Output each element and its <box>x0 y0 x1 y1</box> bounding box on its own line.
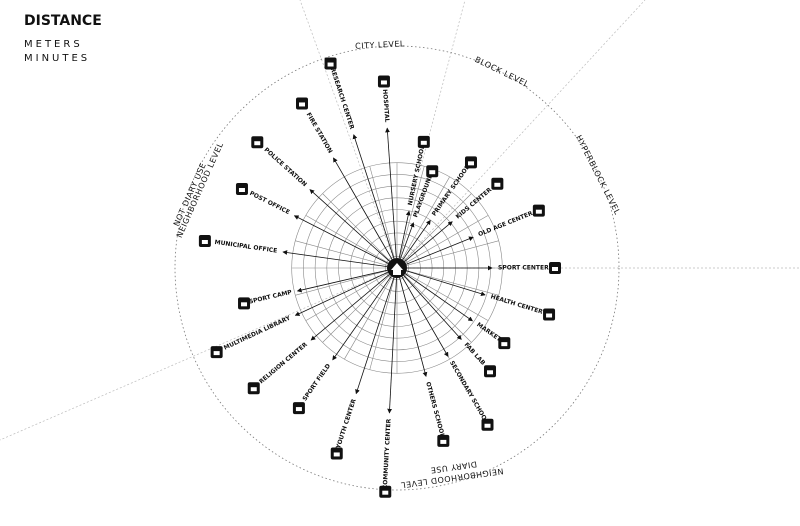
spoke-arrow <box>399 277 428 377</box>
spoke-arrow <box>387 277 397 414</box>
facility-icon-detail <box>487 370 494 375</box>
grid-ray <box>369 166 398 269</box>
spoke-arrow <box>294 271 389 316</box>
facility-icon-detail <box>299 102 305 107</box>
facility-icon-detail <box>201 240 208 245</box>
facility-label: RESEARCH CENTER <box>329 67 356 131</box>
facility-label: YOUTH CENTER <box>335 398 358 451</box>
facility-icon-detail <box>254 141 261 146</box>
title: DISTANCE <box>24 13 102 29</box>
grid-ray <box>396 166 425 269</box>
facility-icon-detail <box>295 407 302 412</box>
facility-label: FAB LAB <box>463 341 487 367</box>
facility-label: SPORT CAMP <box>248 289 293 306</box>
facility-icon-detail <box>327 62 334 67</box>
spoke-arrow <box>401 276 449 358</box>
facility-label: POLICE STATION <box>263 146 308 188</box>
boundary <box>396 0 646 269</box>
grid-ray <box>396 267 489 321</box>
facility-icon-detail <box>546 313 553 318</box>
facility-label: OLD AGE CENTER <box>477 210 534 238</box>
facility-icon-detail <box>429 170 436 175</box>
spoke-arrow <box>310 274 390 341</box>
spoke-arrow <box>385 127 397 259</box>
spoke-arrow <box>296 269 388 293</box>
facility-icon-detail <box>333 452 340 457</box>
level-label: NEIGHBORHOOD LEVEL <box>175 141 225 239</box>
grid-ray <box>295 240 398 269</box>
facility-label: MULTIMEDIA LIBRARY <box>223 314 292 351</box>
legend-minutes: MINUTES <box>24 53 90 64</box>
grid-ray <box>322 267 398 343</box>
boundary <box>0 267 398 441</box>
spoke-arrow <box>400 222 415 259</box>
spoke-arrow <box>403 275 462 340</box>
grid-ray <box>322 193 398 269</box>
facility-icon-detail <box>238 188 245 193</box>
home-icon <box>391 263 403 275</box>
facility-icon-detail <box>250 387 257 392</box>
level-boundaries <box>0 0 800 441</box>
grid-ray <box>396 267 472 343</box>
facility-icon-detail <box>494 182 501 187</box>
facility-label: SPORT FIELD <box>301 363 332 403</box>
level-label: BLOCK LEVEL <box>473 55 530 89</box>
grid-ray <box>396 240 499 269</box>
facility-icon-detail <box>420 140 427 145</box>
facility-label: FIRE STATION <box>305 111 334 154</box>
facility-icon-detail <box>484 423 491 428</box>
spoke-arrow <box>352 134 395 259</box>
spoke-arrow <box>404 221 453 262</box>
boundary <box>299 0 398 269</box>
level-label: HYPERBLOCK LEVEL <box>574 134 622 217</box>
spoke-arrow <box>309 189 390 262</box>
facility-label: HOSPITAL <box>381 89 390 123</box>
spoke-arrow <box>332 275 392 361</box>
facility-label: POST OFFICE <box>248 190 290 216</box>
facility-icon-detail <box>501 342 508 347</box>
grid-ray <box>344 267 398 360</box>
grid-ray <box>305 267 398 321</box>
facility-icon-detail <box>535 209 542 214</box>
spoke-arrow <box>333 157 393 260</box>
facility-icon-detail <box>440 439 447 444</box>
grid-ray <box>396 176 450 269</box>
spoke-arrow <box>293 215 389 264</box>
grid-ray <box>396 267 499 296</box>
spoke-arrow <box>398 210 411 259</box>
grid-ring <box>291 162 503 374</box>
grid-ray <box>396 215 489 269</box>
spoke-arrow <box>402 219 431 261</box>
facility-icon-detail <box>382 490 389 495</box>
grid-ray <box>369 267 398 370</box>
grid-ray <box>305 215 398 269</box>
facility-label: HEALTH CENTER <box>490 293 544 316</box>
facility-icon-detail <box>241 302 248 307</box>
facility-icon-detail <box>213 351 220 356</box>
spoke-arrow <box>406 236 474 265</box>
home <box>387 258 407 278</box>
spoke-arrow <box>404 273 474 322</box>
spoke-arrow <box>282 250 388 268</box>
facility-label: SECONDARY SCHOOL <box>448 360 490 425</box>
grid-ray <box>295 267 398 296</box>
facility-label: COMMUNITY CENTER <box>382 418 393 489</box>
spoke-arrow <box>406 270 486 297</box>
level-label: CITY LEVEL <box>355 39 405 51</box>
legend-meters: METERS <box>24 39 83 50</box>
facility-label: SPORT CENTER <box>498 265 549 272</box>
facility-icon-detail <box>552 267 558 271</box>
grid-ray <box>396 193 472 269</box>
facility-label: RELIGION CENTER <box>258 341 309 385</box>
spoke-arrow <box>355 277 395 395</box>
outer-ring <box>174 45 620 491</box>
facility-icon-detail <box>380 80 387 85</box>
facility-icon-detail <box>467 161 474 166</box>
facility-label: MUNICIPAL OFFICE <box>214 239 278 255</box>
facility-label: OTHERS SCHOOL <box>424 381 446 438</box>
